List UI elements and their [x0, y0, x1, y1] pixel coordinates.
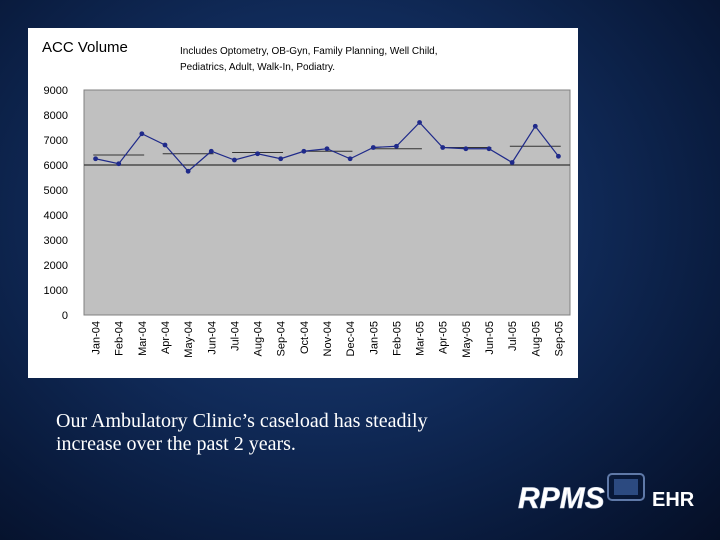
logo-rpms-text: RPMS: [518, 482, 605, 515]
chart-title: ACC Volume: [42, 39, 128, 56]
data-point: [394, 143, 399, 149]
x-tick-label: Apr-04: [160, 321, 172, 354]
x-tick-label: Aug-04: [253, 321, 265, 356]
plot-area: [83, 89, 571, 316]
x-tick-label: Jul-04: [229, 321, 241, 351]
chart-panel: ACC Volume Includes Optometry, OB-Gyn, F…: [28, 28, 578, 378]
data-point: [324, 146, 330, 152]
x-tick-label: Mar-04: [137, 321, 149, 356]
y-tick-label: 0: [62, 310, 68, 322]
data-point: [185, 168, 191, 174]
x-tick-label: Feb-04: [114, 321, 126, 356]
data-point: [556, 153, 561, 159]
logo-ehr-text: EHR: [652, 489, 695, 511]
x-tick-label: Mar-05: [415, 321, 427, 356]
chart-note-line-1: Includes Optometry, OB-Gyn, Family Plann…: [180, 46, 438, 57]
slide-caption: Our Ambulatory Clinic’s caseload has ste…: [56, 410, 428, 455]
y-tick-label: 1000: [44, 285, 68, 297]
x-tick-label: May-05: [461, 321, 473, 358]
y-tick-label: 5000: [44, 185, 68, 197]
y-tick-label: 4000: [44, 210, 68, 222]
x-tick-label: Jan-04: [91, 321, 103, 355]
data-point: [278, 156, 284, 162]
rpms-ehr-logo: RPMS EHR: [516, 470, 696, 530]
y-tick-label: 9000: [44, 85, 68, 97]
chart-note-line-2: Pediatrics, Adult, Walk-In, Podiatry.: [180, 62, 335, 73]
data-point: [532, 123, 538, 129]
x-tick-label: Feb-05: [391, 321, 403, 356]
data-point: [347, 156, 353, 162]
data-point: [417, 120, 422, 125]
data-point: [93, 156, 98, 162]
y-tick-label: 7000: [44, 135, 68, 147]
logo-graphic: RPMS EHR: [518, 473, 695, 515]
x-tick-label: Apr-05: [438, 321, 450, 354]
x-tick-label: Oct-04: [299, 321, 311, 354]
data-point: [162, 142, 168, 148]
x-tick-label: Sep-04: [276, 321, 288, 356]
y-axis-ticks: 0 1000 2000 3000 4000 5000 6000 7000 8000 9000: [44, 85, 68, 322]
data-point: [463, 146, 469, 152]
x-tick-label: Sep-05: [553, 321, 565, 356]
y-tick-label: 3000: [44, 235, 68, 247]
x-tick-label: Aug-05: [530, 321, 542, 356]
data-point: [255, 151, 260, 157]
x-axis-ticks: Jan-04 Feb-04 Mar-04 Apr-04 May-04 Jun-04 Jul-…: [91, 321, 566, 358]
x-tick-label: May-04: [183, 321, 195, 358]
x-tick-label: Nov-04: [322, 321, 334, 356]
data-point: [486, 146, 492, 152]
series-layer: [93, 120, 561, 174]
x-tick-label: Dec-04: [345, 321, 357, 356]
data-point: [440, 145, 446, 150]
data-point: [370, 145, 376, 150]
x-tick-label: Jan-05: [368, 321, 380, 355]
data-point: [116, 161, 122, 167]
x-tick-label: Jun-04: [206, 321, 218, 355]
data-point: [232, 157, 237, 163]
logo-monitor-screen-icon: [614, 479, 638, 495]
x-tick-label: Jul-05: [507, 321, 519, 351]
y-tick-label: 2000: [44, 260, 68, 272]
data-point: [139, 131, 145, 137]
y-tick-label: 8000: [44, 110, 68, 122]
y-tick-label: 6000: [44, 160, 68, 172]
data-point: [301, 148, 307, 154]
logo-monitor-icon: [607, 473, 645, 501]
x-tick-label: Jun-05: [484, 321, 496, 355]
data-point: [208, 148, 214, 154]
acc-volume-chart: ACC Volume Includes Optometry, OB-Gyn, F…: [42, 39, 571, 358]
data-point: [509, 160, 515, 165]
